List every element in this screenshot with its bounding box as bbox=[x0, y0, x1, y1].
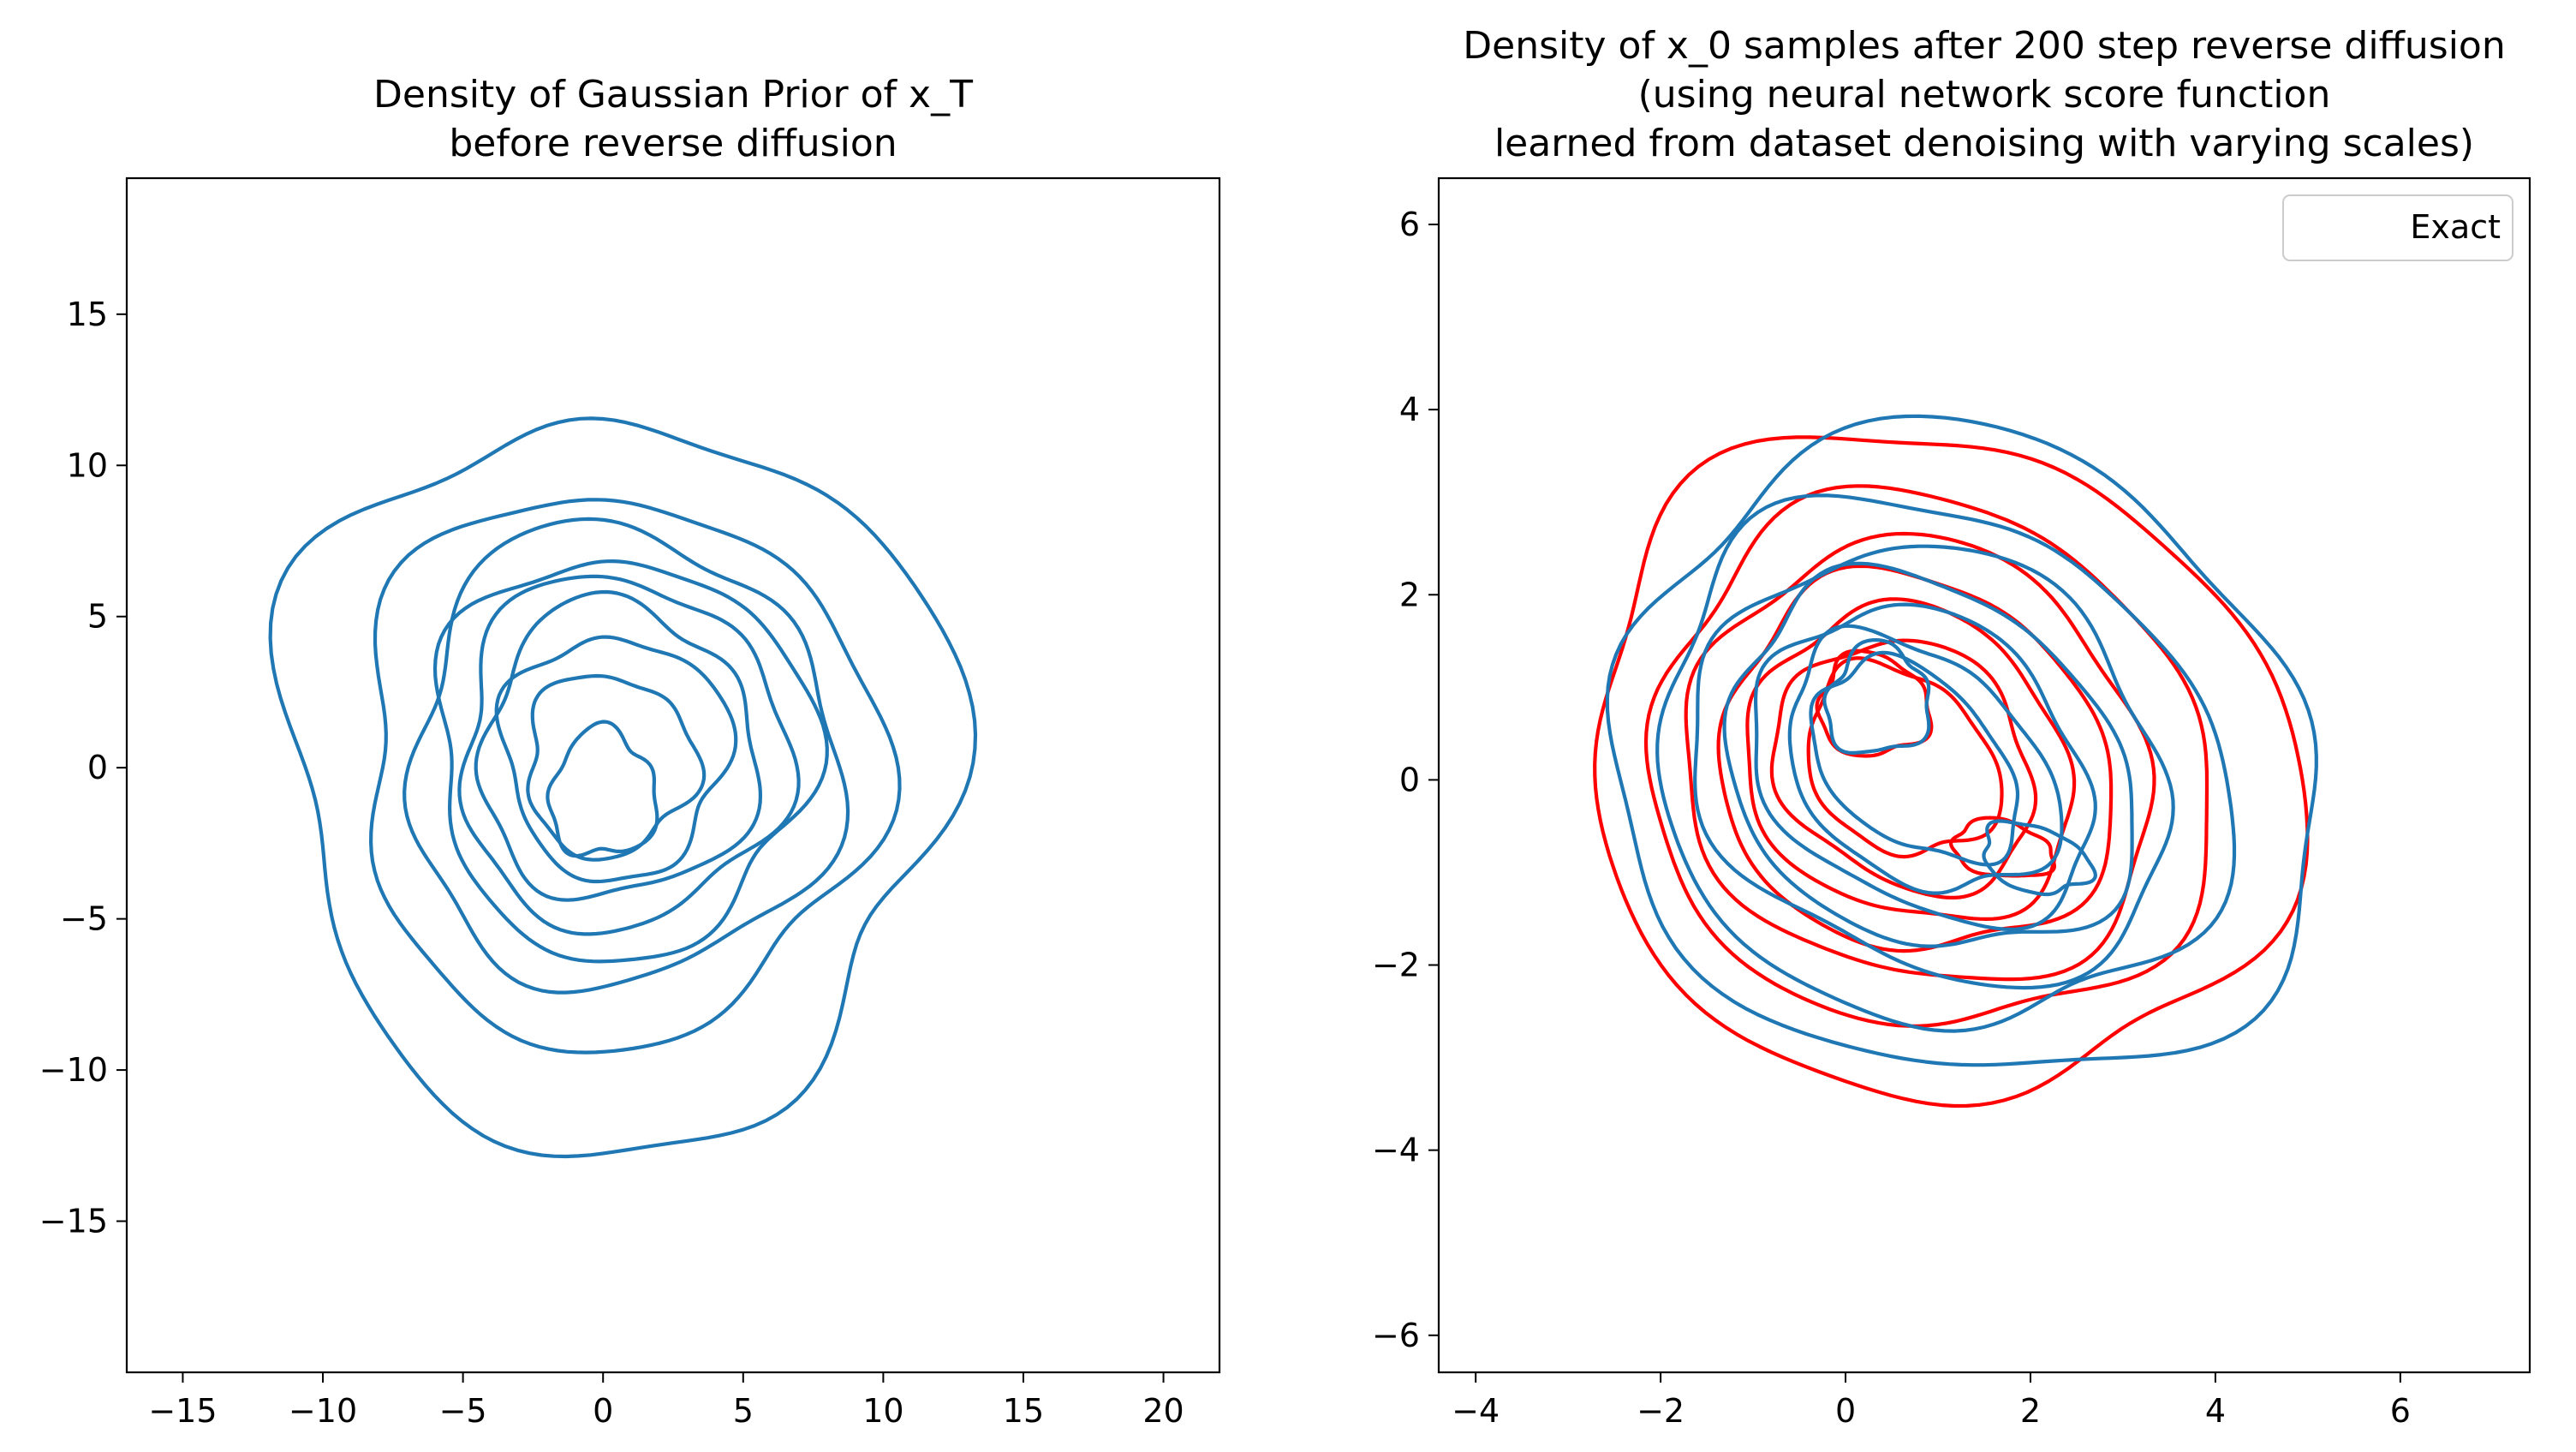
chart-title-line: (using neural network score function bbox=[1638, 73, 2331, 117]
contour-line-1-5 bbox=[1787, 624, 2064, 895]
y-tick-label: −2 bbox=[1372, 947, 1420, 984]
x-tick-label: 0 bbox=[593, 1392, 613, 1430]
x-tick-label: 2 bbox=[2020, 1392, 2041, 1430]
y-tick-label: −15 bbox=[39, 1203, 108, 1240]
y-tick-label: 0 bbox=[87, 749, 108, 786]
contour-line-0-5 bbox=[1769, 638, 2038, 899]
chart-title-line: learned from dataset denoising with vary… bbox=[1494, 122, 2474, 165]
contour-group bbox=[268, 416, 978, 1159]
y-tick-label: 15 bbox=[67, 296, 108, 333]
contour-line-0-2 bbox=[1684, 531, 2156, 982]
y-tick-label: 2 bbox=[1399, 576, 1420, 613]
contour-line-1-2 bbox=[1693, 544, 2175, 990]
contour-line-0-1 bbox=[369, 498, 902, 1055]
y-tick-label: 10 bbox=[67, 446, 108, 484]
x-tick-label: −2 bbox=[1637, 1392, 1685, 1430]
x-tick-label: −5 bbox=[439, 1392, 487, 1430]
chart-title-line: Density of Gaussian Prior of x_T bbox=[373, 73, 973, 117]
reverse-diffusion-density-chart: Density of x_0 samples after 200 step re… bbox=[1372, 24, 2531, 1430]
x-tick-label: −4 bbox=[1452, 1392, 1500, 1430]
y-tick-label: 5 bbox=[87, 598, 108, 636]
legend-entry-label: Exact bbox=[2410, 208, 2501, 246]
contour-line-0-6 bbox=[1806, 656, 2004, 859]
contour-line-0-6 bbox=[494, 635, 738, 884]
contour-line-0-0 bbox=[268, 416, 978, 1159]
legend-box bbox=[2282, 194, 2513, 261]
y-tick-label: −10 bbox=[39, 1051, 108, 1089]
contour-line-1-8 bbox=[1982, 819, 2097, 897]
y-tick-label: 0 bbox=[1399, 761, 1420, 798]
y-tick-label: 4 bbox=[1399, 391, 1420, 428]
x-tick-label: −10 bbox=[289, 1392, 357, 1430]
y-tick-label: −5 bbox=[60, 900, 108, 938]
x-tick-label: 6 bbox=[2390, 1392, 2411, 1430]
x-tick-label: 20 bbox=[1142, 1392, 1184, 1430]
contour-line-0-0 bbox=[1593, 435, 2310, 1108]
x-tick-label: −15 bbox=[148, 1392, 217, 1430]
axes-frame bbox=[125, 176, 1221, 1374]
x-tick-label: 5 bbox=[733, 1392, 754, 1430]
x-tick-label: 10 bbox=[862, 1392, 903, 1430]
contour-line-0-2 bbox=[402, 517, 850, 995]
y-tick-label: 6 bbox=[1399, 206, 1420, 243]
contour-line-0-7 bbox=[526, 673, 707, 862]
contour-line-0-8 bbox=[546, 720, 659, 858]
legend: Exact bbox=[2282, 194, 2513, 261]
contour-line-1-4 bbox=[1754, 602, 2097, 931]
y-tick-label: −6 bbox=[1372, 1317, 1420, 1354]
chart-title-line: before reverse diffusion bbox=[449, 122, 897, 165]
contour-line-1-7 bbox=[1822, 638, 1931, 755]
x-tick-label: 0 bbox=[1835, 1392, 1856, 1430]
contour-line-0-5 bbox=[474, 589, 762, 902]
contour-line-1-0 bbox=[1605, 414, 2318, 1067]
x-tick-label: 4 bbox=[2205, 1392, 2226, 1430]
contour-line-0-3 bbox=[432, 559, 829, 964]
contour-line-1-3 bbox=[1722, 561, 2134, 948]
y-tick-label: −4 bbox=[1372, 1132, 1420, 1169]
contour-group bbox=[1593, 414, 2318, 1108]
x-tick-label: 15 bbox=[1003, 1392, 1044, 1430]
chart-title-line: Density of x_0 samples after 200 step re… bbox=[1463, 24, 2505, 68]
contour-line-0-4 bbox=[457, 574, 801, 936]
axes-frame bbox=[1437, 176, 2531, 1374]
contour-line-1-1 bbox=[1655, 493, 2237, 1033]
contour-line-0-4 bbox=[1745, 597, 2077, 921]
